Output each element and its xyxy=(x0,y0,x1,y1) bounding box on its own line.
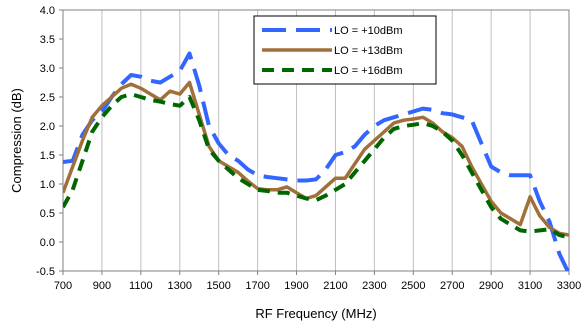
x-axis-ticks: 700 900 1100 1300 1500 1700 1900 2100 2300 2500 27… xyxy=(54,271,581,292)
series-line-2 xyxy=(63,80,569,237)
y-tick-label: 1.0 xyxy=(40,179,55,191)
x-tick-label: 1700 xyxy=(245,280,269,292)
x-tick-label: 2300 xyxy=(362,280,386,292)
x-tick-label: 3100 xyxy=(518,280,542,292)
x-tick-label: 900 xyxy=(93,280,111,292)
x-tick-label: 1100 xyxy=(129,280,153,292)
y-tick-label: 4.0 xyxy=(40,5,55,17)
y-tick-label: 2.0 xyxy=(40,121,55,133)
x-tick-label: 1300 xyxy=(168,280,192,292)
x-tick-label: 2700 xyxy=(440,280,464,292)
y-tick-label: 2.5 xyxy=(40,92,55,104)
x-tick-label: 2100 xyxy=(323,280,347,292)
x-tick-label: 2500 xyxy=(401,280,425,292)
x-tick-label: 700 xyxy=(54,280,72,292)
legend: LO = +10dBm LO = +13dBm LO = +16dBm xyxy=(253,15,437,85)
y-tick-label: 1.5 xyxy=(40,150,55,162)
y-axis-title: Compression (dB) xyxy=(9,88,24,193)
legend-label-1: LO = +10dBm xyxy=(334,25,403,37)
y-tick-label: 3.5 xyxy=(40,34,55,46)
series-lines xyxy=(63,51,569,271)
legend-label-3: LO = +16dBm xyxy=(334,65,403,77)
x-tick-label: 1900 xyxy=(284,280,308,292)
x-tick-label: 2900 xyxy=(479,280,503,292)
y-tick-label: 3.0 xyxy=(40,63,55,75)
y-tick-label: 0.5 xyxy=(40,208,55,220)
y-tick-label: -0.5 xyxy=(36,266,55,278)
x-tick-label: 3300 xyxy=(557,280,581,292)
plot-area xyxy=(62,9,570,272)
y-axis-ticks: -0.5 0.0 0.5 1.0 1.5 2.0 2.5 3.0 3.5 4.0 xyxy=(36,5,63,278)
series-line-1 xyxy=(63,51,569,271)
y-tick-label: 0.0 xyxy=(40,237,55,249)
x-axis-title: RF Frequency (MHz) xyxy=(255,306,376,321)
x-tick-label: 1500 xyxy=(206,280,230,292)
legend-label-2: LO = +13dBm xyxy=(334,45,403,57)
